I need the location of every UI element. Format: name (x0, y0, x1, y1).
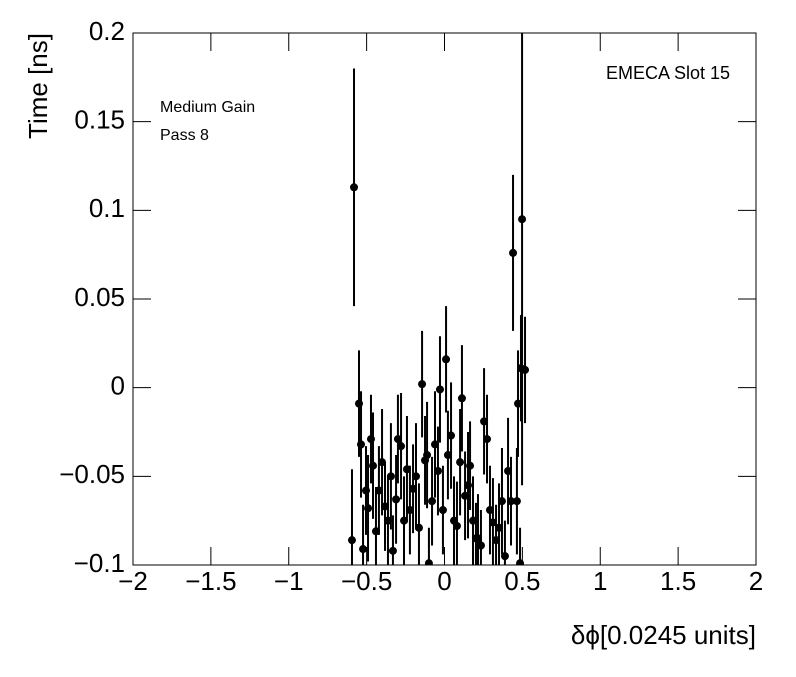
y-tick-label: 0.05 (74, 282, 125, 312)
point (507, 497, 516, 506)
annotation: Medium Gain (160, 99, 255, 116)
x-tick-label: 1.5 (660, 566, 696, 596)
data-layer (347, 33, 530, 565)
point (397, 442, 406, 451)
point (483, 435, 492, 444)
point (388, 546, 397, 555)
point (457, 394, 466, 403)
point (392, 495, 401, 504)
y-tick-label: −0.1 (74, 548, 125, 578)
y-tick-label: 0.15 (74, 105, 125, 135)
point (500, 552, 509, 561)
point (386, 472, 395, 481)
annotation: Pass 8 (160, 127, 209, 144)
point (512, 497, 521, 506)
x-tick-label: 1 (593, 566, 607, 596)
y-tick-label: −0.05 (59, 459, 125, 489)
y-tick-label: 0.2 (89, 16, 125, 46)
x-tick-label: −1.5 (185, 566, 236, 596)
y-tick-label: 0 (111, 371, 125, 401)
point (488, 518, 497, 527)
point (509, 248, 518, 257)
point (424, 559, 433, 565)
y-tick-label: 0.1 (89, 193, 125, 223)
point (374, 486, 383, 495)
point (423, 451, 432, 460)
point (521, 365, 530, 374)
point (516, 559, 525, 565)
point (433, 467, 442, 476)
point (476, 541, 485, 550)
point (393, 435, 402, 444)
y-axis-label: Time [ns] (23, 33, 53, 139)
point (414, 523, 423, 532)
point (456, 458, 465, 467)
point (405, 506, 414, 515)
point (411, 472, 420, 481)
point (466, 461, 475, 470)
point (350, 183, 359, 192)
x-tick-label: 0.5 (504, 566, 540, 596)
point (497, 497, 506, 506)
point (447, 431, 456, 440)
point (435, 385, 444, 394)
x-tick-label: 0 (437, 566, 451, 596)
x-tick-label: −0.5 (341, 566, 392, 596)
point (438, 506, 447, 515)
point (443, 451, 452, 460)
x-axis-label: δϕ[0.0245 units] (571, 620, 756, 650)
x-tick-label: −1 (274, 566, 304, 596)
point (369, 461, 378, 470)
annotation: EMECA Slot 15 (606, 63, 730, 83)
point (357, 440, 366, 449)
x-tick-label: −2 (118, 566, 148, 596)
point (442, 355, 451, 364)
point (418, 380, 427, 389)
point (518, 215, 527, 224)
point (428, 497, 437, 506)
point (359, 545, 368, 554)
point (364, 504, 373, 513)
x-tick-label: 2 (749, 566, 763, 596)
point (452, 521, 461, 530)
point (347, 536, 356, 545)
